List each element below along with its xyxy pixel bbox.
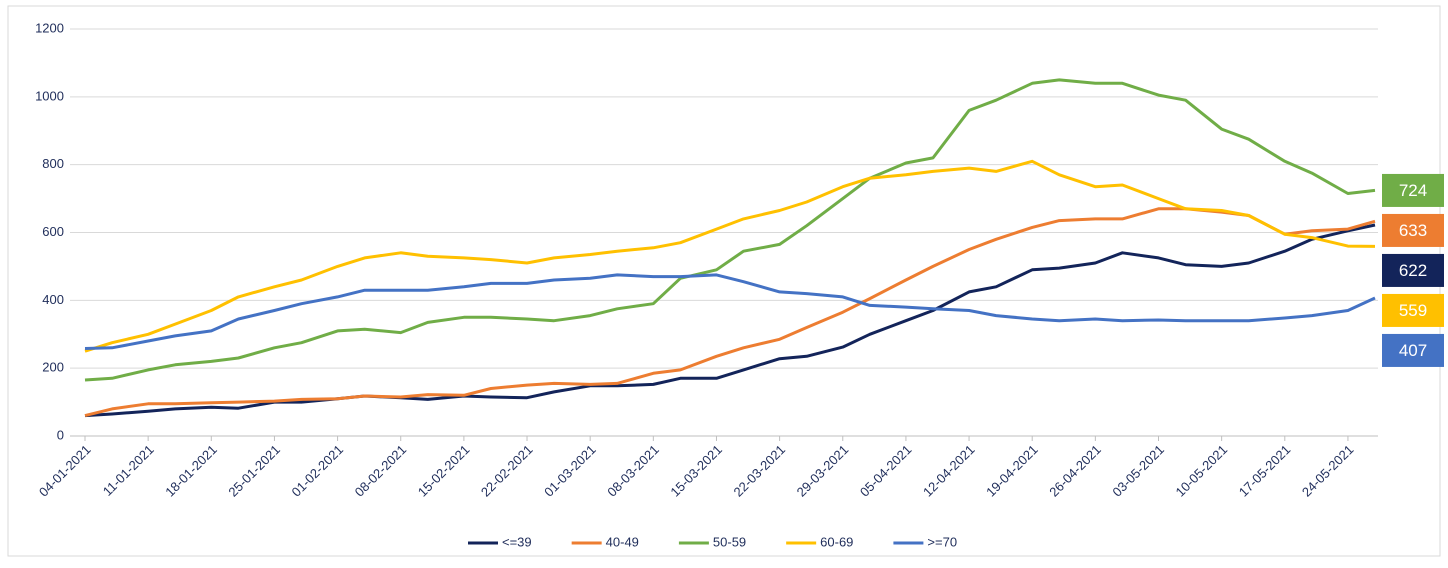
legend-label: 40-49 bbox=[606, 534, 639, 549]
end-label-box bbox=[1382, 293, 1444, 327]
y-tick-label: 0 bbox=[57, 427, 64, 442]
y-tick-label: 800 bbox=[42, 156, 64, 171]
y-tick-label: 200 bbox=[42, 360, 64, 375]
end-label: 407 bbox=[1399, 341, 1427, 360]
end-label-box bbox=[1382, 173, 1444, 207]
y-tick-label: 1000 bbox=[35, 88, 64, 103]
series-line bbox=[84, 273, 1376, 350]
end-label: 622 bbox=[1399, 261, 1427, 280]
x-tick-label: 18-01-2021 bbox=[162, 442, 220, 500]
end-label: 724 bbox=[1399, 181, 1427, 200]
x-tick-label: 08-03-2021 bbox=[604, 442, 662, 500]
x-tick-label: 22-03-2021 bbox=[731, 442, 789, 500]
legend-label: 60-69 bbox=[820, 534, 853, 549]
x-tick-label: 03-05-2021 bbox=[1109, 442, 1167, 500]
x-tick-label: 22-02-2021 bbox=[478, 442, 536, 500]
end-label: 559 bbox=[1399, 301, 1427, 320]
x-tick-label: 25-01-2021 bbox=[225, 442, 283, 500]
x-tick-label: 26-04-2021 bbox=[1046, 442, 1104, 500]
end-label-box bbox=[1382, 253, 1444, 287]
series-line bbox=[84, 207, 1376, 418]
x-tick-label: 05-04-2021 bbox=[857, 442, 915, 500]
x-tick-label: 15-02-2021 bbox=[415, 442, 473, 500]
x-tick-label: 01-03-2021 bbox=[541, 442, 599, 500]
end-label-box bbox=[1382, 213, 1444, 247]
x-tick-label: 04-01-2021 bbox=[36, 442, 94, 500]
x-tick-label: 19-04-2021 bbox=[983, 442, 1041, 500]
x-tick-label: 08-02-2021 bbox=[352, 442, 410, 500]
y-tick-label: 400 bbox=[42, 292, 64, 307]
x-tick-label: 24-05-2021 bbox=[1299, 442, 1357, 500]
legend-label: >=70 bbox=[927, 534, 957, 549]
end-label: 633 bbox=[1399, 221, 1427, 240]
x-tick-label: 17-05-2021 bbox=[1236, 442, 1294, 500]
x-tick-label: 12-04-2021 bbox=[920, 442, 978, 500]
y-tick-label: 1200 bbox=[35, 20, 64, 35]
chart-frame bbox=[7, 5, 1441, 557]
x-tick-label: 11-01-2021 bbox=[100, 442, 157, 499]
legend-label: 50-59 bbox=[713, 534, 746, 549]
x-tick-label: 15-03-2021 bbox=[667, 442, 725, 500]
series-line bbox=[84, 159, 1376, 353]
x-tick-label: 01-02-2021 bbox=[289, 442, 347, 500]
x-tick-label: 10-05-2021 bbox=[1173, 442, 1231, 500]
end-label-box bbox=[1382, 333, 1444, 367]
legend-label: <=39 bbox=[502, 534, 532, 549]
series-line bbox=[84, 78, 1376, 382]
x-tick-label: 29-03-2021 bbox=[794, 442, 852, 500]
series-line bbox=[84, 223, 1376, 418]
y-tick-label: 600 bbox=[42, 224, 64, 239]
